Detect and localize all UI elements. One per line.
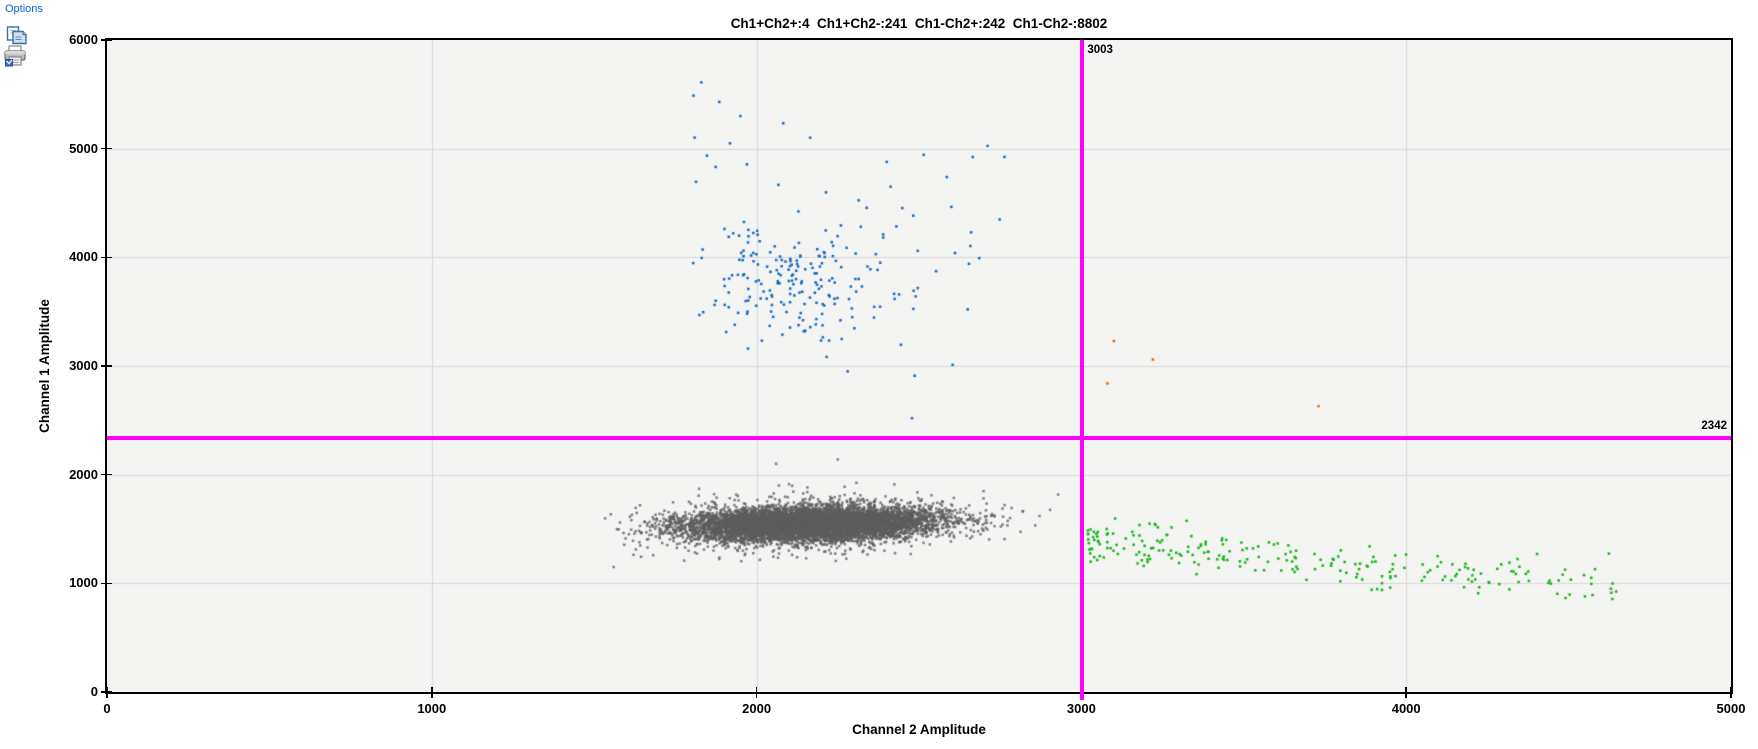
x-tick-mark (755, 687, 758, 698)
x-tick-label: 3000 (1066, 701, 1096, 716)
x-tick-label: 5000 (1716, 701, 1746, 716)
y-tick-mark (101, 473, 112, 476)
y-tick-label: 3000 (69, 358, 98, 373)
y-tick-label: 0 (90, 684, 98, 699)
y-tick-mark (101, 691, 112, 693)
y-tick-mark (101, 365, 112, 367)
x-tick-mark (1730, 687, 1732, 698)
x-tick-label: 1000 (417, 701, 447, 716)
y-tick-label: 5000 (69, 140, 98, 156)
copy-icon[interactable] (6, 26, 27, 48)
y-tick-mark (101, 39, 112, 41)
ch2-threshold-line[interactable] (1080, 40, 1085, 700)
y-tick-label: 6000 (69, 32, 98, 47)
x-axis-title: Channel 2 Amplitude (852, 722, 986, 737)
ch2-threshold-value: 3003 (1087, 44, 1113, 56)
x-tick-label: 2000 (742, 701, 772, 716)
y-tick-mark (101, 256, 112, 259)
options-link[interactable]: Options (5, 3, 43, 15)
x-tick-label: 0 (103, 701, 111, 716)
print-icon[interactable] (3, 45, 28, 70)
y-tick-mark (101, 147, 112, 150)
y-axis-title: Channel 1 Amplitude (37, 299, 52, 433)
y-tick-mark (101, 582, 112, 585)
scatter-plot-area[interactable] (105, 38, 1733, 694)
y-tick-label: 2000 (69, 466, 98, 482)
scatter-plot-canvas[interactable] (107, 40, 1731, 692)
ch1-threshold-value: 2342 (1701, 419, 1727, 432)
y-tick-label: 4000 (69, 249, 98, 265)
x-tick-label: 4000 (1391, 701, 1421, 716)
chart-title: Ch1+Ch2+:4 Ch1+Ch2-:241 Ch1-Ch2+:242 Ch1… (730, 16, 1108, 31)
x-tick-mark (431, 687, 433, 698)
x-tick-mark (1405, 687, 1407, 698)
ch1-threshold-line[interactable] (107, 435, 1731, 440)
y-tick-label: 1000 (69, 575, 98, 591)
